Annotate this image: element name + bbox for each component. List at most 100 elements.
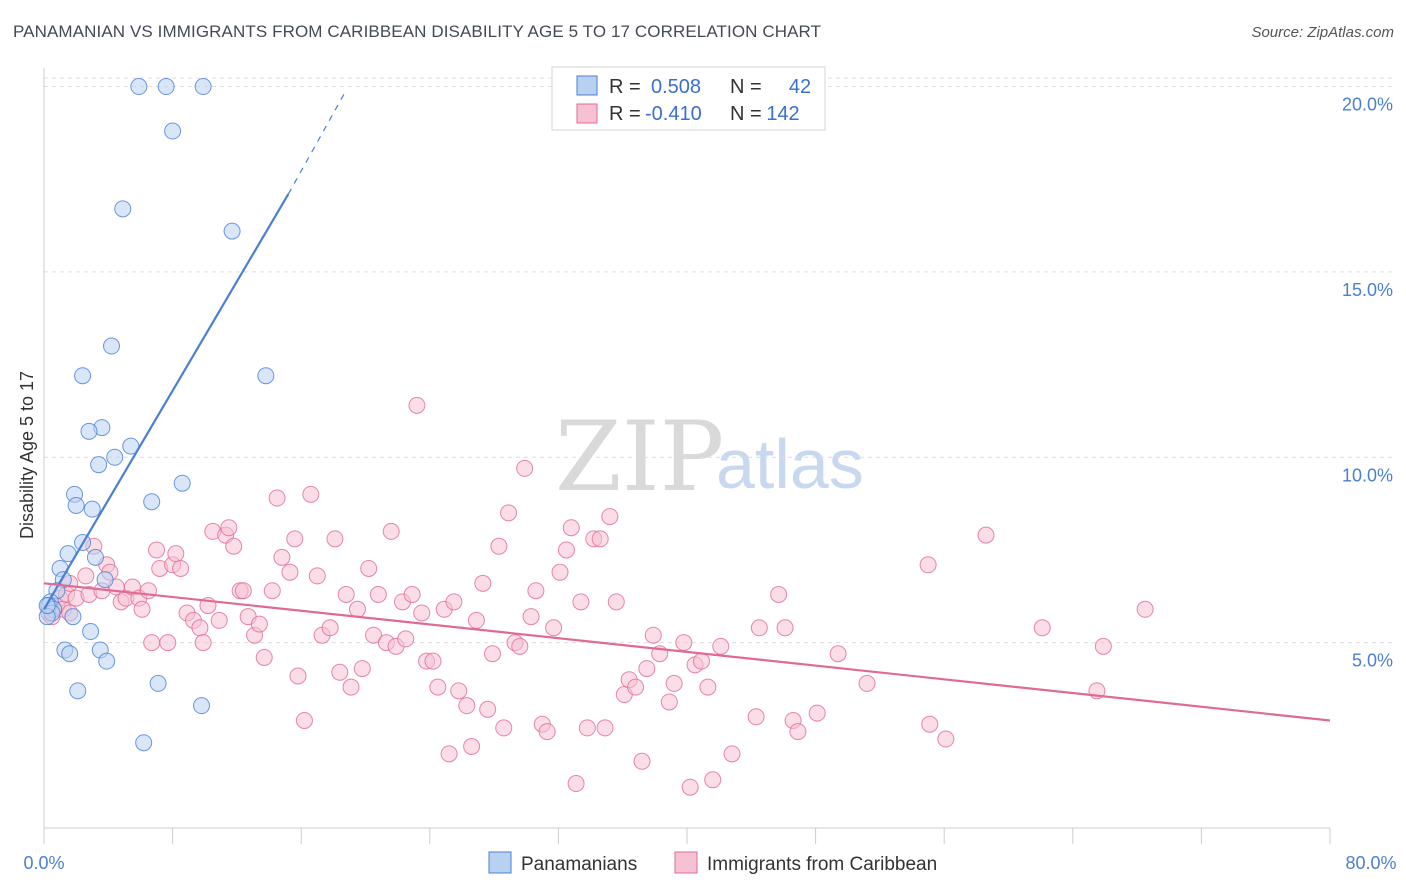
source-label: Source: ZipAtlas.com [1251, 24, 1394, 41]
caribbean-point [699, 678, 717, 696]
panamanians-point [130, 78, 148, 96]
panamanians-point [135, 734, 153, 752]
panamanians-point [86, 548, 104, 566]
caribbean-point [607, 593, 625, 611]
caribbean-point [255, 648, 273, 666]
caribbean-point [273, 548, 291, 566]
panamanians-point [114, 200, 132, 218]
caribbean-point [331, 663, 349, 681]
caribbean-point [644, 626, 662, 644]
caribbean-point [210, 611, 228, 629]
caribbean-point [522, 608, 540, 626]
caribbean-point [675, 634, 693, 652]
caribbean-point [545, 619, 563, 637]
caribbean-point [750, 619, 768, 637]
panamanians-point [96, 571, 114, 589]
caribbean-point [495, 719, 513, 737]
panamanians-trendline-extension [287, 89, 347, 195]
caribbean-point [445, 593, 463, 611]
caribbean-trendline [43, 582, 1331, 722]
panamanians-point [82, 623, 100, 641]
bottom-legend-swatch-caribbean [674, 851, 698, 874]
caribbean-point [596, 719, 614, 737]
legend-r-value-2: -0.410 [645, 103, 702, 125]
caribbean-point [500, 504, 518, 522]
trendlines [43, 89, 1331, 722]
panamanians-point [83, 500, 101, 518]
caribbean-point [919, 556, 937, 574]
caribbean-point [159, 634, 177, 652]
caribbean-point [627, 678, 645, 696]
caribbean-point [225, 537, 243, 555]
caribbean-point [321, 619, 339, 637]
caribbean-point [295, 711, 313, 729]
caribbean-point [776, 619, 794, 637]
caribbean-point [467, 611, 485, 629]
series-legend: Panamanians Immigrants from Caribbean [488, 851, 937, 875]
caribbean-point [770, 585, 788, 603]
caribbean-point [194, 634, 212, 652]
caribbean-point [348, 600, 366, 618]
caribbean-point [268, 489, 286, 507]
caribbean-point [429, 678, 447, 696]
legend-n-value-1: 42 [789, 76, 811, 98]
caribbean-point [858, 674, 876, 692]
legend-r-label-1: R = [609, 76, 641, 98]
caribbean-point [286, 530, 304, 548]
caribbean-point [789, 723, 807, 741]
caribbean-point [681, 778, 699, 796]
caribbean-point [403, 585, 421, 603]
caribbean-point [1033, 619, 1051, 637]
caribbean-point [308, 567, 326, 585]
caribbean-point [567, 775, 585, 793]
bottom-legend-swatch-panamanians [488, 851, 512, 874]
caribbean-point [302, 485, 320, 503]
caribbean-point [474, 574, 492, 592]
caribbean-point [263, 582, 281, 600]
y-tick-labels: 5.0% 10.0% 15.0% 20.0% [1342, 95, 1393, 671]
caribbean-point [490, 537, 508, 555]
caribbean-point [424, 652, 442, 670]
series-panamanians-points [38, 78, 275, 752]
legend-n-label-2: N = [730, 103, 762, 125]
watermark-atlas: atlas [716, 425, 864, 503]
caribbean-point [638, 660, 656, 678]
caribbean-point [353, 660, 371, 678]
caribbean-point [578, 719, 596, 737]
caribbean-point [369, 585, 387, 603]
panamanians-point [64, 608, 82, 626]
panamanians-point [69, 682, 87, 700]
caribbean-point [440, 745, 458, 763]
caribbean-point [360, 559, 378, 577]
caribbean-point [289, 667, 307, 685]
correlation-legend: R = 0.508 N = 42 R = -0.410 N = 142 [551, 66, 826, 131]
caribbean-point [808, 704, 826, 722]
caribbean-point [591, 530, 609, 548]
panamanians-point [90, 456, 108, 474]
caribbean-point [479, 700, 497, 718]
caribbean-point [143, 634, 161, 652]
caribbean-point [139, 582, 157, 600]
caribbean-point [148, 541, 166, 559]
legend-swatch-panamanians [576, 75, 598, 96]
x-tick-marks [43, 828, 1331, 844]
caribbean-point [463, 737, 481, 755]
caribbean-point [921, 715, 939, 733]
caribbean-point [747, 708, 765, 726]
legend-n-label-1: N = [730, 76, 762, 98]
caribbean-point [551, 563, 569, 581]
x-tick-label-max: 80.0% [1345, 853, 1396, 873]
caribbean-point [601, 508, 619, 526]
legend-swatch-caribbean [576, 103, 598, 124]
panamanians-point [103, 337, 121, 355]
caribbean-point [516, 459, 534, 477]
caribbean-point [250, 615, 268, 633]
bottom-legend-label-caribbean: Immigrants from Caribbean [707, 854, 937, 875]
legend-r-value-1: 0.508 [651, 76, 701, 98]
caribbean-point [829, 645, 847, 663]
panamanians-point [257, 367, 275, 385]
y-tick-label: 15.0% [1342, 280, 1393, 300]
panamanians-point [149, 674, 167, 692]
panamanians-trendline [43, 193, 290, 610]
